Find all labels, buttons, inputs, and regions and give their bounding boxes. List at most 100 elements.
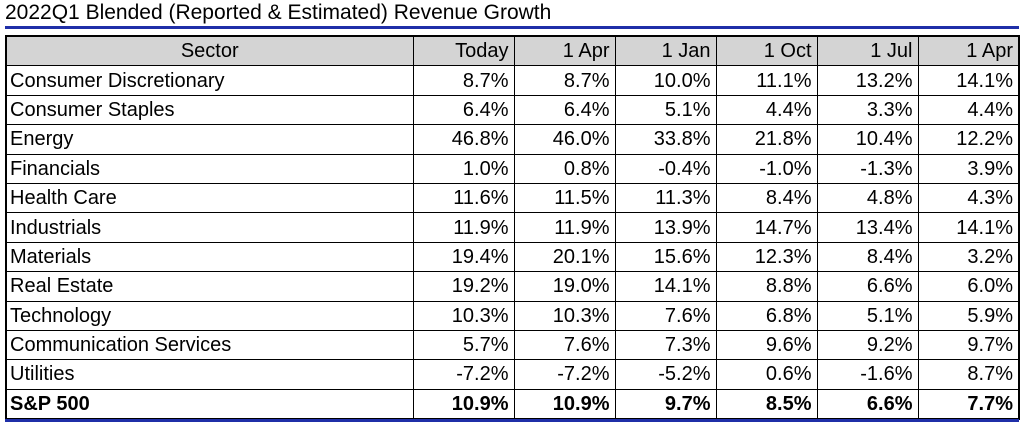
value-cell: 7.3% [614,329,717,361]
value-cell: 8.4% [715,182,818,214]
sector-cell: Technology [5,300,414,331]
sector-cell: Industrials [5,212,414,243]
value-cell: 6.6% [816,271,919,302]
column-header-sector: Sector [5,35,414,67]
table-row: Technology 10.3% 10.3% 7.6% 6.8% 5.1% 5.… [5,300,1020,331]
value-cell: 11.9% [513,212,616,243]
sector-cell: Health Care [5,182,414,214]
value-cell: 1.0% [412,153,515,184]
value-cell: 10.3% [412,300,515,331]
value-cell: 4.3% [917,182,1020,214]
value-cell: 19.2% [412,271,515,302]
page-title: 2022Q1 Blended (Reported & Estimated) Re… [5,1,552,24]
value-cell: 4.8% [816,182,919,214]
value-cell: 5.9% [917,300,1020,331]
value-cell: 33.8% [614,124,717,155]
table-total-row: S&P 500 10.9% 10.9% 9.7% 8.5% 6.6% 7.7% [5,388,1020,421]
table-row: Communication Services 5.7% 7.6% 7.3% 9.… [5,329,1020,361]
value-cell: 3.2% [917,241,1020,273]
value-cell: 12.2% [917,124,1020,155]
value-cell: 0.8% [513,153,616,184]
value-cell: 5.1% [816,300,919,331]
sector-cell: Consumer Staples [5,94,414,126]
value-cell: 6.4% [513,94,616,126]
value-cell: 14.1% [917,212,1020,243]
value-cell: 11.6% [412,182,515,214]
value-cell: 14.1% [917,65,1020,96]
value-cell: 5.1% [614,94,717,126]
value-cell: 3.9% [917,153,1020,184]
value-cell: 8.7% [513,65,616,96]
sector-cell: Real Estate [5,271,414,302]
sector-cell: Consumer Discretionary [5,65,414,96]
value-cell: 4.4% [917,94,1020,126]
value-cell: 19.0% [513,271,616,302]
sector-cell: Materials [5,241,414,273]
total-value-cell: 9.7% [614,388,717,421]
value-cell: 13.4% [816,212,919,243]
revenue-growth-table: Sector Today 1 Apr 1 Jan 1 Oct 1 Jul 1 A… [5,35,1020,421]
value-cell: -7.2% [412,359,515,390]
value-cell: 8.7% [917,359,1020,390]
value-cell: 6.8% [715,300,818,331]
value-cell: -7.2% [513,359,616,390]
value-cell: -1.3% [816,153,919,184]
value-cell: -1.6% [816,359,919,390]
table-row: Materials 19.4% 20.1% 15.6% 12.3% 8.4% 3… [5,241,1020,273]
column-header-today: Today [412,35,515,67]
value-cell: 20.1% [513,241,616,273]
total-value-cell: 8.5% [715,388,818,421]
sector-cell: Utilities [5,359,414,390]
value-cell: 46.0% [513,124,616,155]
total-value-cell: 10.9% [513,388,616,421]
table-header-row: Sector Today 1 Apr 1 Jan 1 Oct 1 Jul 1 A… [5,35,1020,67]
value-cell: 10.4% [816,124,919,155]
title-underline-rule [5,26,1019,29]
value-cell: 9.7% [917,329,1020,361]
value-cell: 7.6% [513,329,616,361]
value-cell: 14.7% [715,212,818,243]
value-cell: 11.1% [715,65,818,96]
value-cell: -5.2% [614,359,717,390]
value-cell: -1.0% [715,153,818,184]
value-cell: 10.0% [614,65,717,96]
value-cell: 11.9% [412,212,515,243]
value-cell: 11.5% [513,182,616,214]
value-cell: 6.0% [917,271,1020,302]
value-cell: 11.3% [614,182,717,214]
total-value-cell: 10.9% [412,388,515,421]
sector-cell: Financials [5,153,414,184]
value-cell: 15.6% [614,241,717,273]
table-row: Health Care 11.6% 11.5% 11.3% 8.4% 4.8% … [5,182,1020,214]
value-cell: 6.4% [412,94,515,126]
value-cell: 8.8% [715,271,818,302]
value-cell: 21.8% [715,124,818,155]
value-cell: 7.6% [614,300,717,331]
column-header-1-apr-prior: 1 Apr [917,35,1020,67]
total-value-cell: 7.7% [917,388,1020,421]
value-cell: 10.3% [513,300,616,331]
value-cell: 14.1% [614,271,717,302]
value-cell: 13.2% [816,65,919,96]
value-cell: 8.4% [816,241,919,273]
value-cell: -0.4% [614,153,717,184]
table-row: Utilities -7.2% -7.2% -5.2% 0.6% -1.6% 8… [5,359,1020,390]
column-header-1-oct: 1 Oct [715,35,818,67]
table-bottom-rule [5,419,1019,422]
value-cell: 5.7% [412,329,515,361]
table-row: Consumer Discretionary 8.7% 8.7% 10.0% 1… [5,65,1020,96]
value-cell: 8.7% [412,65,515,96]
column-header-1-jan: 1 Jan [614,35,717,67]
table-row: Energy 46.8% 46.0% 33.8% 21.8% 10.4% 12.… [5,124,1020,155]
column-header-1-apr-recent: 1 Apr [513,35,616,67]
value-cell: 9.6% [715,329,818,361]
table-row: Financials 1.0% 0.8% -0.4% -1.0% -1.3% 3… [5,153,1020,184]
value-cell: 4.4% [715,94,818,126]
table-row: Consumer Staples 6.4% 6.4% 5.1% 4.4% 3.3… [5,94,1020,126]
table-row: Real Estate 19.2% 19.0% 14.1% 8.8% 6.6% … [5,271,1020,302]
total-sector-cell: S&P 500 [5,388,414,421]
table-row: Industrials 11.9% 11.9% 13.9% 14.7% 13.4… [5,212,1020,243]
value-cell: 19.4% [412,241,515,273]
sector-cell: Communication Services [5,329,414,361]
value-cell: 46.8% [412,124,515,155]
